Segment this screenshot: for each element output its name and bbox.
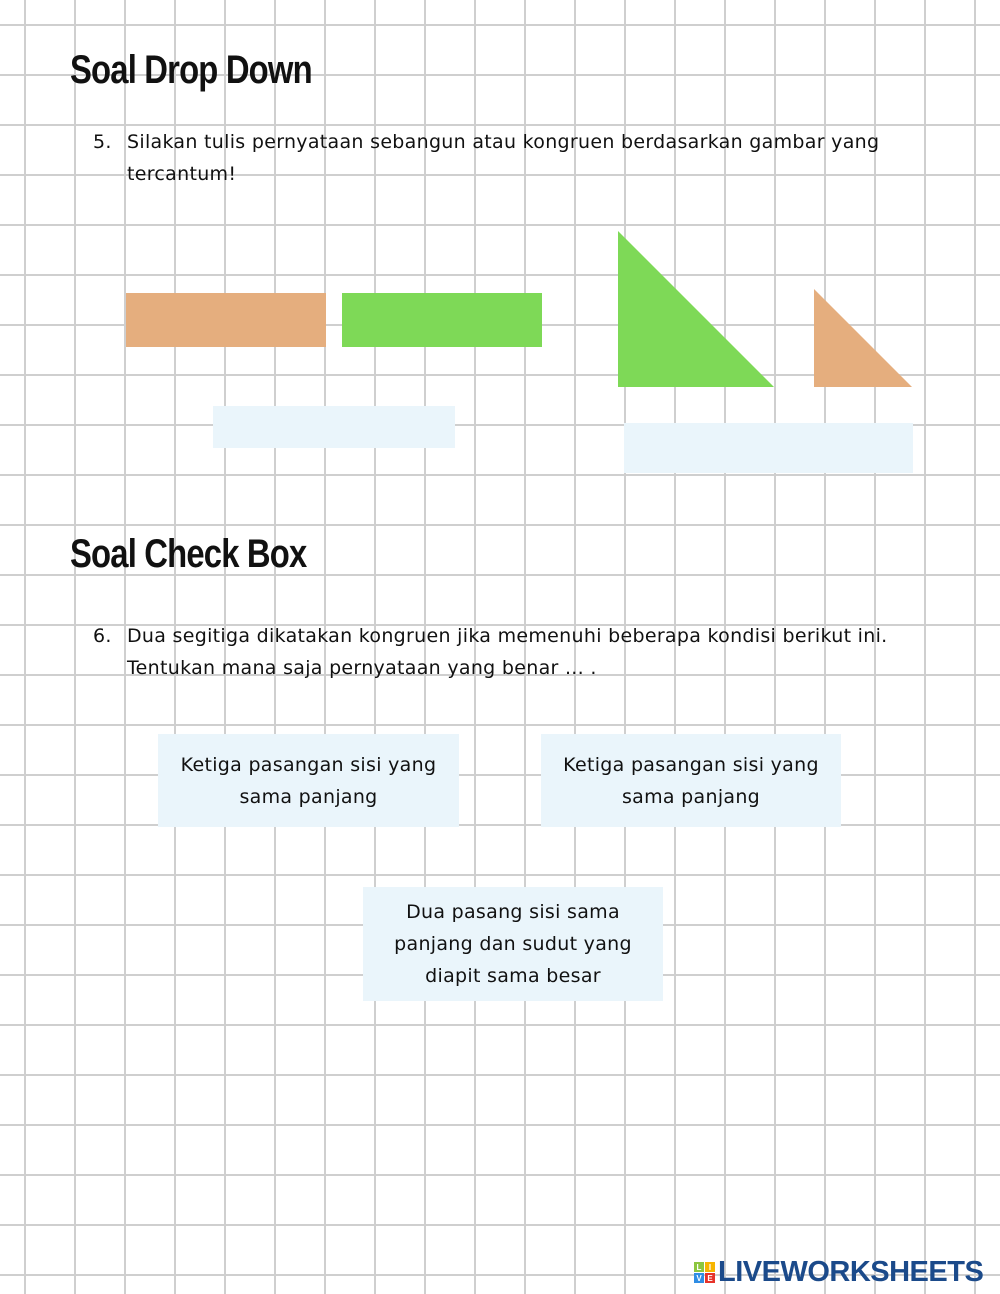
checkbox-option-2[interactable]: Ketiga pasangan sisi yang sama panjang <box>541 734 841 827</box>
green-rectangle <box>342 293 542 347</box>
question-5: 5. Silakan tulis pernyataan sebangun ata… <box>93 126 943 190</box>
question-number: 5. <box>93 131 112 153</box>
section-title-drop-down: Soal Drop Down <box>70 48 313 92</box>
orange-rectangle <box>126 293 326 347</box>
option-label: Ketiga pasangan sisi yang sama panjang <box>180 753 437 808</box>
dropdown-answer-rectangles[interactable] <box>213 406 455 448</box>
question-6: 6. Dua segitiga dikatakan kongruen jika … <box>93 620 943 684</box>
section-title-check-box: Soal Check Box <box>70 532 307 576</box>
question-text: Dua segitiga dikatakan kongruen jika mem… <box>127 625 888 679</box>
option-label: Ketiga pasangan sisi yang sama panjang <box>563 753 819 808</box>
checkbox-option-1[interactable]: Ketiga pasangan sisi yang sama panjang <box>158 734 459 827</box>
option-label: Dua pasang sisi sama panjang dan sudut y… <box>394 901 632 987</box>
question-number: 6. <box>93 625 112 647</box>
logo-text: LIVEWORKSHEETS <box>718 1256 984 1288</box>
question-text: Silakan tulis pernyataan sebangun atau k… <box>127 131 880 185</box>
checkbox-option-3[interactable]: Dua pasang sisi sama panjang dan sudut y… <box>363 887 663 1001</box>
orange-triangle <box>814 289 912 387</box>
green-triangle <box>618 231 774 387</box>
dropdown-answer-triangles[interactable] <box>624 423 913 473</box>
